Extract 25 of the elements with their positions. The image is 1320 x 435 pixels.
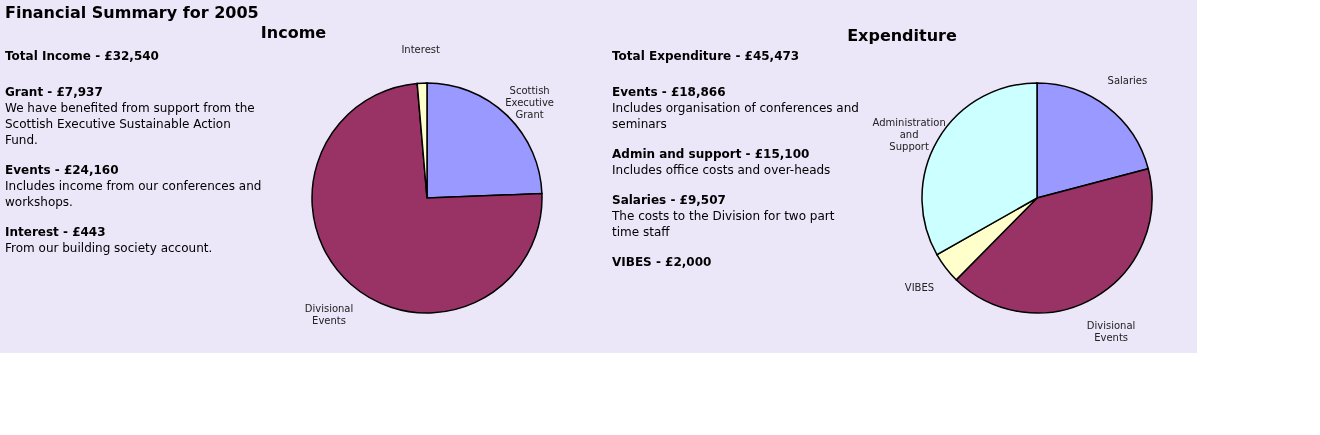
text: The costs to the Division for two part time staff: [611, 209, 835, 239]
text: From our building society account.: [5, 241, 213, 255]
slice-label: VIBES: [904, 281, 935, 293]
slice-label: Divisional Events: [1086, 320, 1136, 344]
text: Salaries - £9,507: [612, 193, 726, 207]
slice-label: Divisional Events: [304, 302, 354, 326]
text: Events - £18,866: [612, 85, 726, 99]
text: Admin and support - £15,100: [612, 147, 810, 161]
slice-label: Administration and Support: [872, 117, 946, 153]
text: Includes income from our conferences and workshops.: [5, 179, 262, 209]
slice-label: Interest: [401, 44, 441, 56]
text: Total Income - £32,540: [5, 49, 159, 63]
text: VIBES - £2,000: [612, 255, 712, 269]
text: We have benefited from support from the Scottish Executive Sustainable Action Fund.: [5, 101, 255, 147]
text: Financial Summary for 2005: [5, 3, 259, 23]
chart-title: Income: [260, 23, 327, 43]
text: Interest - £443: [5, 225, 106, 239]
text: Total Expenditure - £45,473: [612, 49, 800, 63]
slice-label: Scottish Executive Grant: [505, 85, 554, 121]
text: Includes organisation of conferences and seminars: [612, 101, 859, 131]
text: Grant - £7,937: [5, 85, 103, 99]
slice-label: Salaries: [1107, 74, 1148, 86]
text: Events - £24,160: [5, 163, 119, 177]
text: Includes office costs and over-heads: [612, 163, 831, 177]
chart-title: Expenditure: [847, 26, 957, 45]
